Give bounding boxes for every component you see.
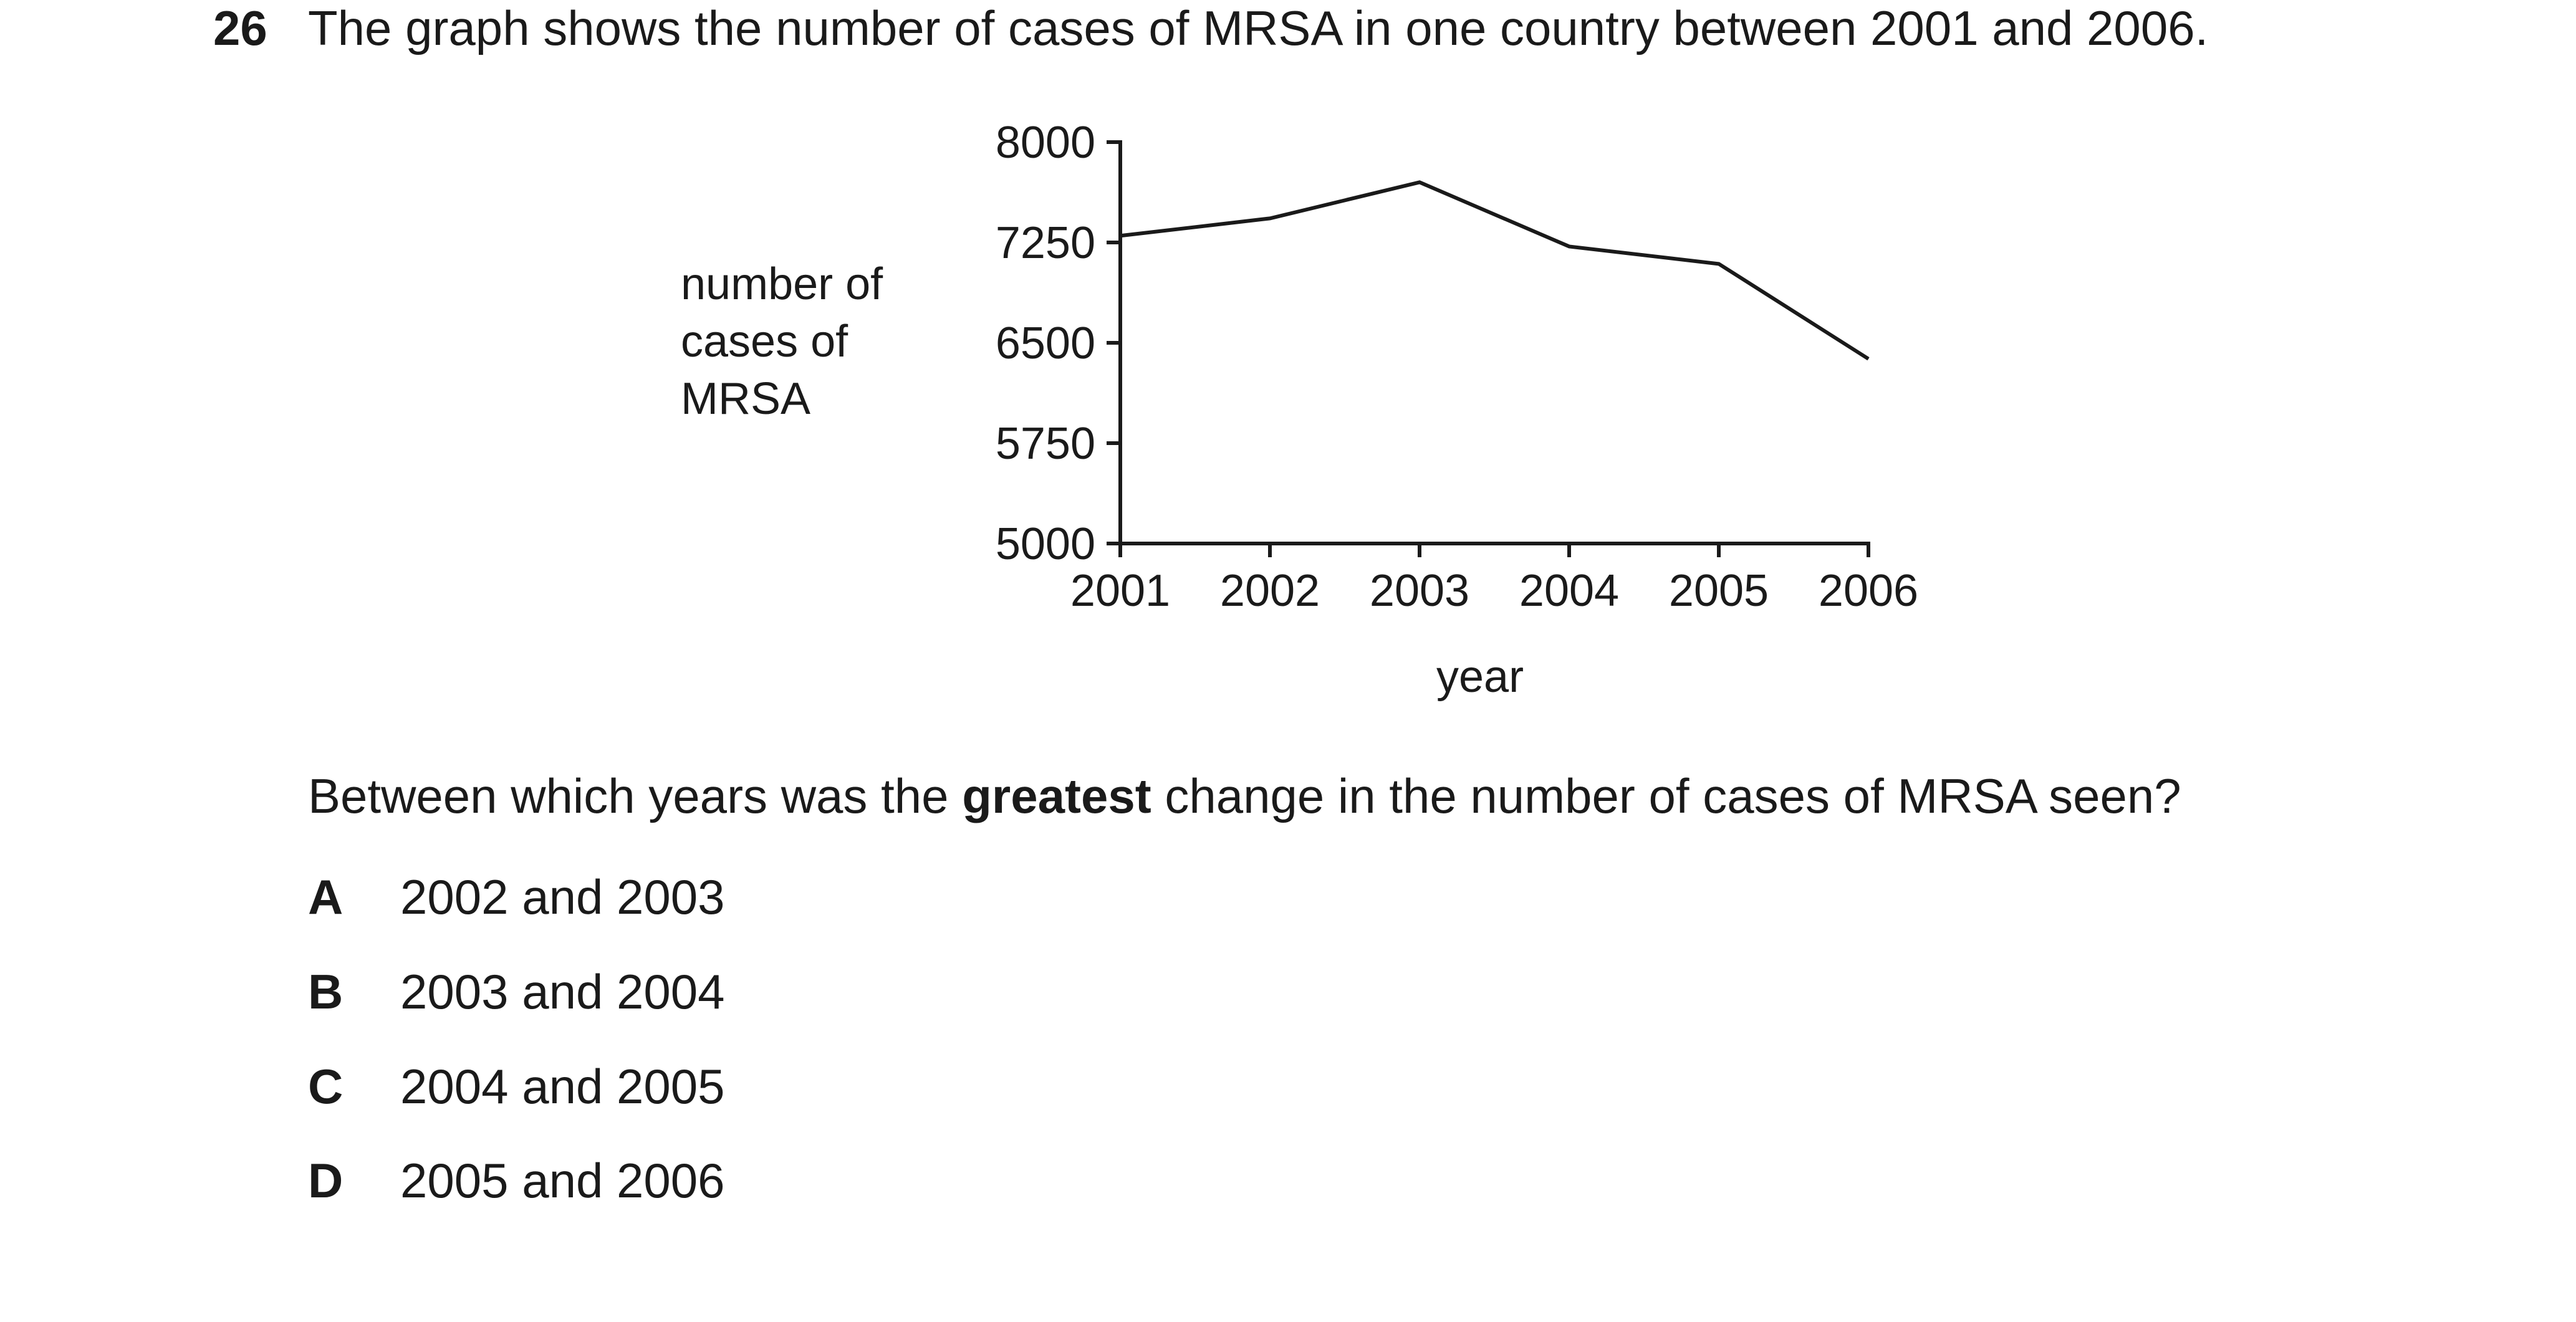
option-c[interactable]: C 2004 and 2005	[308, 1062, 725, 1111]
x-axis-title: year	[1436, 652, 1524, 702]
x-tick-label: 2001	[1070, 566, 1170, 616]
y-axis-label-line: MRSA	[681, 374, 811, 424]
question-stem: The graph shows the number of cases of M…	[308, 1, 2209, 55]
series-line	[1120, 180, 1870, 361]
x-tick-label: 2004	[1519, 566, 1619, 616]
option-text: 2004 and 2005	[400, 1059, 725, 1114]
y-tick-label: 7250	[996, 218, 1095, 268]
y-axis-label-line: number of	[681, 259, 883, 309]
option-letter: C	[308, 1059, 344, 1114]
y-tick-label: 8000	[996, 118, 1095, 168]
option-text: 2002 and 2003	[400, 869, 725, 924]
x-tick-label: 2002	[1220, 566, 1320, 616]
y-axis-label-line: cases of	[681, 317, 848, 366]
y-tick-label: 5000	[996, 519, 1095, 569]
prompt-text: Between which years was the	[308, 769, 963, 823]
x-tick-label: 2003	[1370, 566, 1469, 616]
option-letter: B	[308, 964, 344, 1019]
question-prompt: Between which years was the greatest cha…	[308, 772, 2181, 820]
x-tick-label: 2005	[1669, 566, 1769, 616]
prompt-text: change in the number of cases of MRSA se…	[1151, 769, 2181, 823]
data-point	[1269, 218, 1271, 219]
option-text: 2005 and 2006	[400, 1153, 725, 1208]
option-d[interactable]: D 2005 and 2006	[308, 1156, 725, 1205]
prompt-emphasis: greatest	[962, 769, 1151, 823]
y-tick-label: 5750	[996, 419, 1095, 469]
option-a[interactable]: A 2002 and 2003	[308, 873, 725, 921]
option-b[interactable]: B 2003 and 2004	[308, 967, 725, 1016]
option-letter: D	[308, 1153, 344, 1208]
data-point	[1868, 358, 1869, 360]
x-tick-label: 2006	[1819, 566, 1918, 616]
option-letter: A	[308, 869, 344, 924]
option-text: 2003 and 2004	[400, 964, 725, 1019]
y-tick-label: 6500	[996, 319, 1095, 368]
y-axis-label: number of cases of MRSA	[681, 256, 943, 428]
data-point	[1569, 246, 1570, 247]
question-number: 26	[213, 1, 267, 55]
